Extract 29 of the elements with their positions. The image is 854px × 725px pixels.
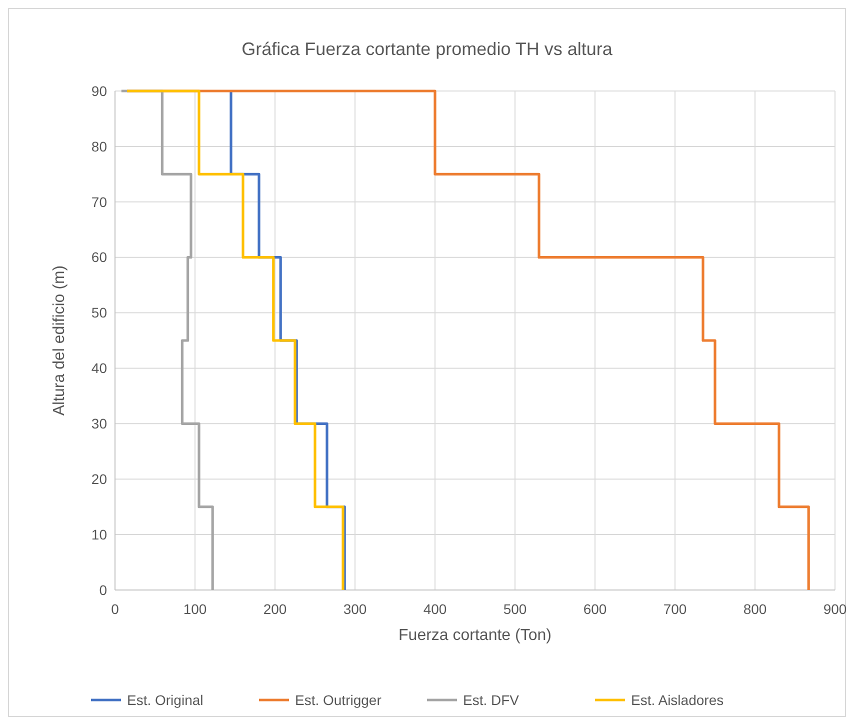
x-tick-label: 0 bbox=[111, 601, 120, 617]
x-tick-label: 100 bbox=[183, 601, 207, 617]
y-tick-label: 40 bbox=[91, 360, 108, 376]
line-series bbox=[120, 90, 214, 592]
y-tick-label: 90 bbox=[91, 82, 108, 99]
x-tick-label: 900 bbox=[823, 601, 847, 617]
y-tick-label: 10 bbox=[91, 526, 108, 542]
x-tick-label: 500 bbox=[503, 601, 527, 617]
chart-title: Gráfica Fuerza cortante promedio TH vs altura bbox=[242, 39, 614, 59]
x-tick-label: 300 bbox=[343, 601, 367, 617]
x-tick-label: 800 bbox=[743, 601, 767, 617]
x-tick-label: 700 bbox=[663, 601, 687, 617]
x-tick-label: 600 bbox=[583, 601, 607, 617]
y-tick-label: 60 bbox=[91, 249, 108, 266]
legend-label: Est. Outrigger bbox=[295, 692, 382, 708]
x-tick-label: 400 bbox=[423, 601, 447, 617]
legend-label: Est. DFV bbox=[463, 692, 520, 708]
legend-label: Est. Original bbox=[127, 692, 204, 708]
legend-label: Est. Aisladores bbox=[631, 692, 724, 708]
y-tick-label: 50 bbox=[91, 304, 108, 321]
y-tick-label: 20 bbox=[91, 471, 108, 488]
y-tick-label: 0 bbox=[99, 582, 108, 598]
y-tick-label: 30 bbox=[91, 416, 108, 432]
y-tick-label: 80 bbox=[91, 138, 108, 154]
line-series bbox=[126, 90, 344, 592]
y-axis-title: Altura del edificio (m) bbox=[51, 265, 68, 416]
x-axis-title: Fuerza cortante (Ton) bbox=[398, 627, 552, 644]
y-tick-label: 70 bbox=[91, 194, 108, 210]
x-tick-label: 200 bbox=[263, 601, 287, 617]
